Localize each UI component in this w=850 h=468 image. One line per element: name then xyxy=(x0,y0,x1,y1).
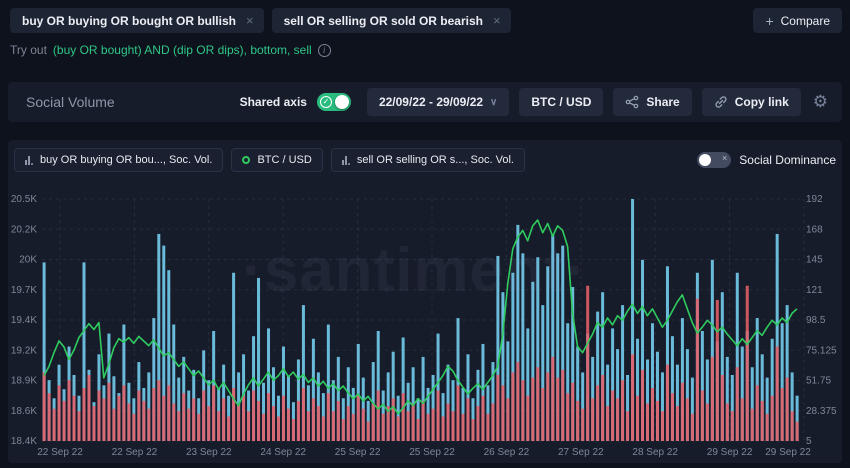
gear-icon[interactable]: ⚙ xyxy=(812,92,828,111)
svg-text:25 Sep 22: 25 Sep 22 xyxy=(409,447,455,458)
svg-text:18.4K: 18.4K xyxy=(11,436,37,447)
widget-header: Social Volume Shared axis ✓ 22/09/22 - 2… xyxy=(8,82,842,122)
legend-label: buy OR buying OR bou..., Soc. Vol. xyxy=(40,154,213,166)
svg-text:5: 5 xyxy=(806,436,812,447)
copy-link-button[interactable]: Copy link xyxy=(701,88,801,116)
svg-text:20.5K: 20.5K xyxy=(11,194,37,205)
bar-chart-icon xyxy=(341,155,350,165)
svg-text:25 Sep 22: 25 Sep 22 xyxy=(335,447,381,458)
svg-text:28 Sep 22: 28 Sep 22 xyxy=(632,447,678,458)
shared-axis-toggle[interactable]: ✓ xyxy=(316,93,351,111)
svg-text:18.6K: 18.6K xyxy=(11,406,37,417)
tryout-suggestion-link[interactable]: (buy OR bought) AND (dip OR dips), botto… xyxy=(52,43,312,57)
legend-row: buy OR buying OR bou..., Soc. Vol. BTC /… xyxy=(14,148,836,172)
tag-label: sell OR selling OR sold OR bearish xyxy=(283,13,483,28)
close-icon[interactable]: × xyxy=(492,13,501,28)
x-icon: × xyxy=(722,153,728,163)
svg-text:24 Sep 22: 24 Sep 22 xyxy=(260,447,306,458)
toggle-knob xyxy=(699,154,712,166)
svg-text:22 Sep 22: 22 Sep 22 xyxy=(37,447,83,458)
link-icon xyxy=(715,96,727,108)
tag-chip-buy[interactable]: buy OR buying OR bought OR bullish × xyxy=(10,8,264,33)
check-icon: ✓ xyxy=(319,96,332,108)
info-icon[interactable]: i xyxy=(317,43,331,57)
svg-text:98.5: 98.5 xyxy=(806,315,826,326)
svg-text:20.2K: 20.2K xyxy=(11,224,37,235)
compare-label: Compare xyxy=(780,13,830,28)
svg-text:145: 145 xyxy=(806,255,823,266)
svg-text:27 Sep 22: 27 Sep 22 xyxy=(558,447,604,458)
svg-text:19.4K: 19.4K xyxy=(11,315,37,326)
legend-chip-btc[interactable]: BTC / USD xyxy=(231,148,323,172)
tag-chip-sell[interactable]: sell OR selling OR sold OR bearish × xyxy=(271,8,511,33)
plus-icon: + xyxy=(765,12,774,29)
chart-area[interactable]: ·santiment· 20.5K 192 20.2K 168 20K 145 19.7K 1… xyxy=(8,175,842,463)
svg-text:22 Sep 22: 22 Sep 22 xyxy=(112,447,158,458)
asset-pair-value: BTC / USD xyxy=(531,95,592,109)
svg-text:51.75: 51.75 xyxy=(806,376,831,387)
svg-text:121: 121 xyxy=(806,285,823,296)
legend-chip-buy[interactable]: buy OR buying OR bou..., Soc. Vol. xyxy=(14,148,224,172)
svg-text:192: 192 xyxy=(806,194,823,205)
chart-widget: buy OR buying OR bou..., Soc. Vol. BTC /… xyxy=(8,140,842,463)
tryout-row: Try out (buy OR bought) AND (dip OR dips… xyxy=(10,43,331,57)
share-label: Share xyxy=(646,95,680,109)
social-dominance-label: Social Dominance xyxy=(739,153,836,167)
svg-text:28.375: 28.375 xyxy=(806,406,837,417)
tryout-prefix: Try out xyxy=(10,43,47,57)
svg-text:19.7K: 19.7K xyxy=(11,285,37,296)
svg-text:23 Sep 22: 23 Sep 22 xyxy=(186,447,232,458)
share-icon xyxy=(626,95,639,109)
svg-text:20K: 20K xyxy=(19,255,37,266)
svg-text:18.9K: 18.9K xyxy=(11,376,37,387)
svg-text:19.2K: 19.2K xyxy=(11,345,37,356)
svg-text:29 Sep 22: 29 Sep 22 xyxy=(707,447,753,458)
tag-label: buy OR buying OR bought OR bullish xyxy=(22,13,236,28)
close-icon[interactable]: × xyxy=(245,13,254,28)
widget-title: Social Volume xyxy=(26,94,115,110)
date-range-picker[interactable]: 22/09/22 - 29/09/22 ∨ xyxy=(366,88,510,116)
svg-text:26 Sep 22: 26 Sep 22 xyxy=(484,447,530,458)
social-dominance-toggle[interactable]: × xyxy=(697,152,732,168)
search-tags-row: buy OR buying OR bought OR bullish × sel… xyxy=(10,8,511,33)
svg-text:168: 168 xyxy=(806,224,823,235)
bar-chart-icon xyxy=(25,155,33,165)
asset-pair-button[interactable]: BTC / USD xyxy=(519,88,604,116)
share-button[interactable]: Share xyxy=(613,88,692,116)
svg-text:29 Sep 22: 29 Sep 22 xyxy=(765,447,811,458)
shared-axis-label: Shared axis xyxy=(239,95,307,109)
legend-chip-sell[interactable]: sell OR selling OR s..., Soc. Vol. xyxy=(330,148,525,172)
copy-link-label: Copy link xyxy=(734,95,789,109)
compare-button[interactable]: + Compare xyxy=(753,8,842,33)
green-ring-icon xyxy=(242,156,251,164)
toggle-knob xyxy=(334,95,349,109)
svg-text:75.125: 75.125 xyxy=(806,345,837,356)
date-range-value: 22/09/22 - 29/09/22 xyxy=(378,95,484,109)
chevron-down-icon: ∨ xyxy=(490,96,498,108)
legend-label: BTC / USD xyxy=(257,154,312,166)
legend-label: sell OR selling OR s..., Soc. Vol. xyxy=(356,154,514,166)
chart-svg: 20.5K 192 20.2K 168 20K 145 19.7K 121 19.4K 98.5 1… xyxy=(11,194,837,458)
